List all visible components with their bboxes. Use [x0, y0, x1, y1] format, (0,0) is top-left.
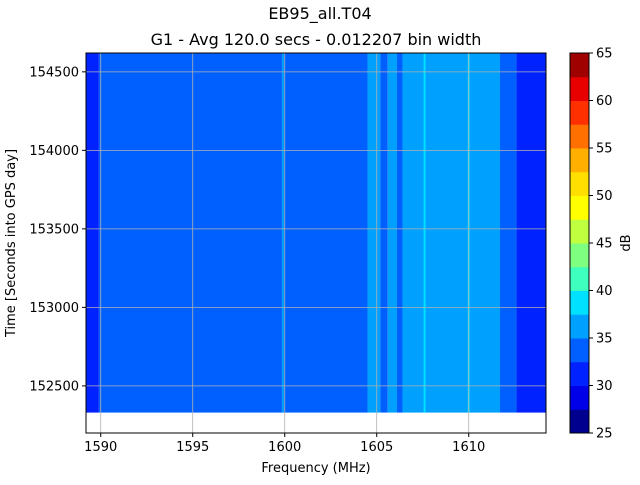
- colorbar-tick-label: 50: [596, 189, 613, 204]
- colorbar-segment: [570, 124, 589, 149]
- frequency-band: [380, 53, 388, 413]
- plot-area: [86, 53, 546, 413]
- x-axis-label: Frequency (MHz): [261, 461, 370, 476]
- colorbar-segment: [570, 290, 589, 315]
- x-tick-label: 1600: [268, 440, 301, 455]
- frequency-band: [516, 53, 546, 413]
- y-tick-label: 152500: [29, 379, 79, 394]
- colorbar-tick-label: 25: [596, 427, 613, 442]
- chart-subtitle: G1 - Avg 120.0 secs - 0.012207 bin width: [151, 30, 482, 49]
- colorbar-segment: [570, 385, 589, 410]
- colorbar-segment: [570, 148, 589, 173]
- frequency-band: [367, 53, 381, 413]
- colorbar-segment: [570, 361, 589, 386]
- colorbar-segment: [570, 100, 589, 125]
- colorbar: 25 30 35 40 45 50 55 60 65: [569, 47, 613, 442]
- y-tick-label: 153500: [29, 222, 79, 237]
- colorbar-segment: [570, 314, 589, 339]
- colorbar-segment: [570, 338, 589, 363]
- y-tick-label: 154000: [29, 144, 79, 159]
- frequency-band: [387, 53, 397, 413]
- colorbar-tick-label: 45: [596, 237, 613, 252]
- x-axis: 1590 1595 1600 1605 1610: [84, 433, 485, 455]
- frequency-band: [396, 53, 403, 413]
- colorbar-segment: [570, 171, 589, 196]
- colorbar-segment: [570, 243, 589, 268]
- y-tick-label: 153000: [29, 301, 79, 316]
- frequency-band: [98, 53, 368, 413]
- colorbar-segment: [570, 219, 589, 244]
- colorbar-tick-label: 40: [596, 284, 613, 299]
- y-axis: 152500 153000 153500 154000 154500: [29, 65, 86, 394]
- colorbar-segment: [570, 409, 589, 434]
- x-tick-label: 1605: [360, 440, 393, 455]
- chart-title: EB95_all.T04: [268, 4, 371, 24]
- colorbar-segment: [570, 266, 589, 291]
- grid: [86, 53, 546, 433]
- frequency-band: [402, 53, 500, 413]
- y-axis-label: Time [Seconds into GPS day]: [4, 149, 19, 338]
- frequency-band: [86, 53, 99, 413]
- frequency-band: [500, 53, 517, 413]
- x-tick-label: 1595: [176, 440, 209, 455]
- colorbar-tick-label: 35: [596, 332, 613, 347]
- colorbar-label: dB: [619, 234, 634, 251]
- spectral-line: [423, 53, 426, 413]
- colorbar-tick-label: 60: [596, 94, 613, 109]
- colorbar-segment: [570, 53, 589, 78]
- spectral-line: [281, 53, 284, 413]
- x-tick-label: 1610: [452, 440, 485, 455]
- colorbar-segment: [570, 195, 589, 220]
- plot-frame: [85, 52, 547, 434]
- y-tick-label: 154500: [29, 65, 79, 80]
- colorbar-tick-label: 55: [596, 142, 613, 157]
- colorbar-tick-label: 30: [596, 379, 613, 394]
- x-tick-label: 1590: [84, 440, 117, 455]
- colorbar-tick-label: 65: [596, 47, 613, 62]
- colorbar-segment: [570, 76, 589, 101]
